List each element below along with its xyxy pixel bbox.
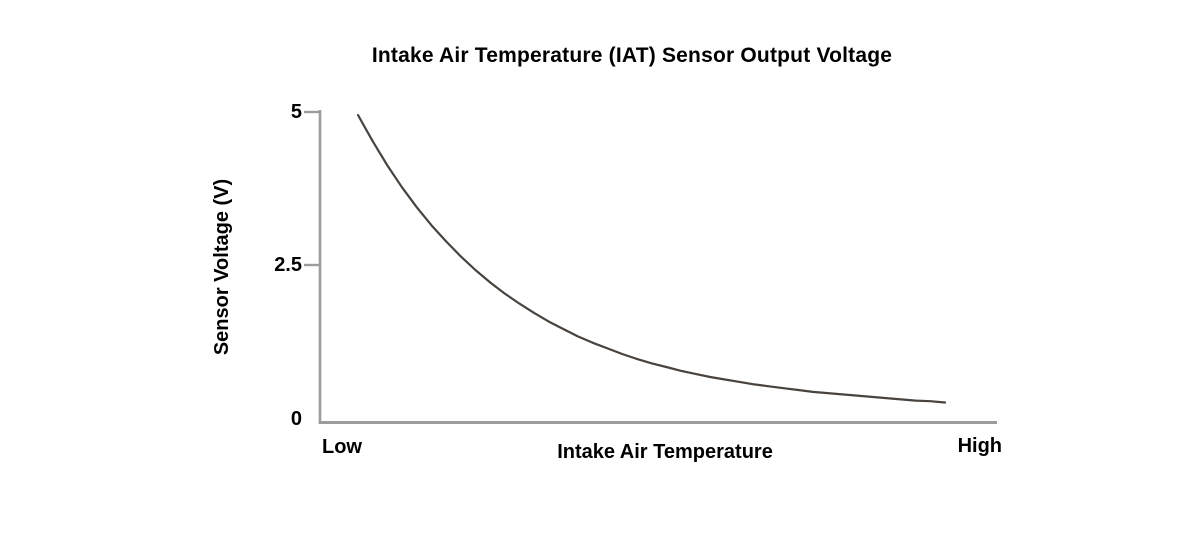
x-tick-label-low: Low — [322, 436, 362, 458]
chart-title: Intake Air Temperature (IAT) Sensor Outp… — [371, 44, 893, 67]
y-tick-label-2-5: 2.5 — [274, 254, 302, 276]
x-tick-label-high: High — [957, 435, 1002, 457]
y-tick-label-5: 5 — [290, 101, 302, 123]
x-axis-label: Intake Air Temperature — [557, 441, 773, 463]
y-axis-label: Sensor Voltage (V) — [211, 178, 233, 356]
y-tick-label-0: 0 — [290, 408, 302, 430]
sensor-voltage-curve — [356, 113, 947, 404]
